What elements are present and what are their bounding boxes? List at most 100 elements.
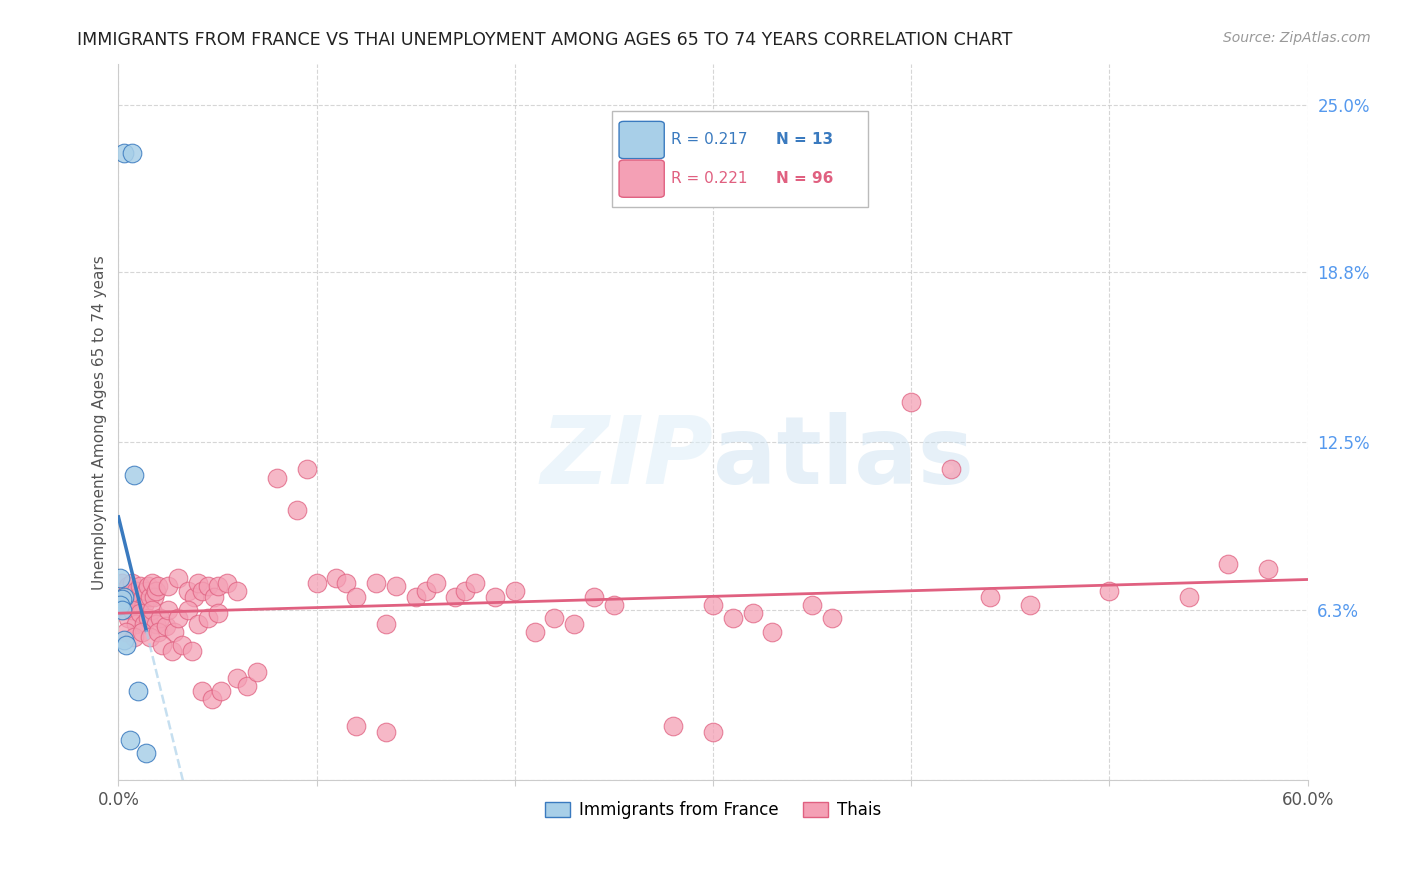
Point <box>112 146 135 161</box>
Text: N = 96: N = 96 <box>776 171 834 186</box>
Point <box>236 679 259 693</box>
Point <box>979 590 1001 604</box>
Text: R = 0.217: R = 0.217 <box>672 133 748 147</box>
Point <box>139 590 162 604</box>
Point <box>375 724 398 739</box>
Point <box>131 592 153 607</box>
Point <box>136 611 159 625</box>
FancyBboxPatch shape <box>619 121 664 159</box>
Point <box>1177 590 1199 604</box>
Point <box>145 616 167 631</box>
Point <box>1019 598 1042 612</box>
Point <box>115 638 138 652</box>
Point <box>444 590 467 604</box>
Point <box>156 579 179 593</box>
Point <box>127 590 149 604</box>
Point <box>200 692 222 706</box>
Point <box>115 590 138 604</box>
Point <box>226 584 249 599</box>
Text: ZIP: ZIP <box>540 412 713 504</box>
Point <box>662 719 685 733</box>
Point <box>197 579 219 593</box>
Point <box>127 684 149 698</box>
Point <box>112 584 135 599</box>
FancyBboxPatch shape <box>619 160 664 197</box>
Point <box>170 638 193 652</box>
Text: atlas: atlas <box>713 412 974 504</box>
Point <box>305 576 328 591</box>
Point <box>121 576 143 591</box>
Point <box>117 579 139 593</box>
Point <box>131 624 153 639</box>
Point <box>562 616 585 631</box>
Point <box>295 462 318 476</box>
Point <box>134 598 156 612</box>
Point <box>143 590 166 604</box>
Point <box>415 584 437 599</box>
Point <box>120 732 142 747</box>
Y-axis label: Unemployment Among Ages 65 to 74 years: Unemployment Among Ages 65 to 74 years <box>93 255 107 590</box>
Point <box>187 616 209 631</box>
Point <box>761 624 783 639</box>
Point <box>583 590 606 604</box>
Point <box>180 643 202 657</box>
Point <box>110 598 132 612</box>
Point <box>112 632 135 647</box>
Point <box>385 579 408 593</box>
Point <box>721 611 744 625</box>
Point <box>150 638 173 652</box>
Point <box>543 611 565 625</box>
Point <box>603 598 626 612</box>
Point <box>112 603 135 617</box>
Point <box>464 576 486 591</box>
Point <box>183 590 205 604</box>
Point <box>110 571 132 585</box>
Point <box>135 584 157 599</box>
Point <box>187 576 209 591</box>
Point <box>124 598 146 612</box>
Point <box>801 598 824 612</box>
Point <box>155 619 177 633</box>
Point <box>197 611 219 625</box>
Point <box>134 616 156 631</box>
Point <box>117 611 139 625</box>
Point <box>217 576 239 591</box>
Point <box>177 603 200 617</box>
Point <box>821 611 844 625</box>
Point <box>167 571 190 585</box>
Point <box>163 624 186 639</box>
Point <box>454 584 477 599</box>
Point <box>129 579 152 593</box>
Point <box>129 606 152 620</box>
Point <box>211 684 233 698</box>
Point <box>125 616 148 631</box>
Point <box>167 611 190 625</box>
Point <box>207 606 229 620</box>
Point <box>325 571 347 585</box>
Point <box>484 590 506 604</box>
Point <box>136 579 159 593</box>
Point <box>115 624 138 639</box>
Point <box>503 584 526 599</box>
Point <box>702 724 724 739</box>
Point <box>125 584 148 599</box>
Point <box>1218 557 1240 571</box>
Point <box>145 584 167 599</box>
Point <box>146 624 169 639</box>
Text: IMMIGRANTS FROM FRANCE VS THAI UNEMPLOYMENT AMONG AGES 65 TO 74 YEARS CORRELATIO: IMMIGRANTS FROM FRANCE VS THAI UNEMPLOYM… <box>77 31 1012 49</box>
Point <box>266 470 288 484</box>
Point <box>111 576 134 591</box>
Point <box>111 603 134 617</box>
Text: N = 13: N = 13 <box>776 133 834 147</box>
Point <box>124 467 146 482</box>
Point <box>160 643 183 657</box>
Point <box>177 584 200 599</box>
Point <box>135 746 157 760</box>
Point <box>405 590 427 604</box>
Point <box>190 584 212 599</box>
Point <box>190 684 212 698</box>
Point <box>741 606 763 620</box>
Point <box>149 611 172 625</box>
Point <box>364 576 387 591</box>
Point <box>202 590 225 604</box>
